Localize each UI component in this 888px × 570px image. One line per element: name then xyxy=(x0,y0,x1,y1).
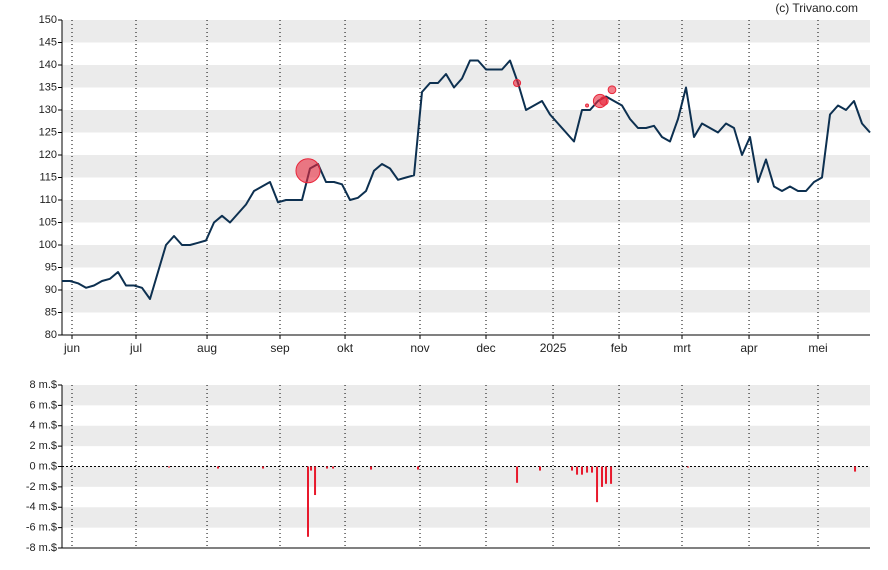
bar xyxy=(610,466,613,484)
bar xyxy=(591,466,593,473)
grid-band xyxy=(62,65,870,88)
y-tick-label: 4 m.$ xyxy=(29,420,57,432)
y-tick-label: 115 xyxy=(39,171,57,183)
watermark: (c) Trivano.com xyxy=(775,1,858,15)
grid-band xyxy=(62,20,870,43)
grid-band xyxy=(62,385,870,406)
y-tick-label: 90 xyxy=(45,284,57,296)
y-tick-label: 2 m.$ xyxy=(29,440,57,452)
bar xyxy=(314,466,317,496)
bar xyxy=(262,466,265,469)
bar xyxy=(586,466,589,473)
y-tick-label: 135 xyxy=(39,81,57,93)
bar xyxy=(571,466,573,471)
y-tick-label: 140 xyxy=(39,59,57,71)
x-tick-label: aug xyxy=(197,341,217,355)
bar xyxy=(576,466,579,475)
x-tick-label: mei xyxy=(808,341,827,355)
grid-band xyxy=(62,110,870,133)
bar xyxy=(516,466,519,483)
y-tick-label: 0 m.$ xyxy=(29,460,57,472)
x-tick-label: 2025 xyxy=(540,341,567,355)
grid-band xyxy=(62,290,870,313)
y-tick-label: 145 xyxy=(39,36,57,48)
grid-band xyxy=(62,507,870,528)
trade-bubble xyxy=(607,85,617,95)
x-tick-label: dec xyxy=(476,341,495,355)
bar xyxy=(307,466,309,537)
x-tick-label: okt xyxy=(337,341,354,355)
y-tick-label: -8 m.$ xyxy=(26,542,57,554)
y-tick-label: 150 xyxy=(39,14,57,26)
bar xyxy=(417,466,419,470)
y-tick-label: -4 m.$ xyxy=(26,501,57,513)
grid-band xyxy=(62,245,870,268)
x-tick-label: jun xyxy=(63,341,80,355)
y-tick-label: 120 xyxy=(39,149,57,161)
y-tick-label: 100 xyxy=(39,239,57,251)
x-tick-label: apr xyxy=(740,341,757,355)
price-line xyxy=(62,59,871,300)
grid-band xyxy=(62,155,870,178)
y-tick-label: -2 m.$ xyxy=(26,481,57,493)
y-tick-label: 105 xyxy=(39,216,57,228)
grid-band xyxy=(62,425,870,447)
y-tick-label: -6 m.$ xyxy=(26,522,57,534)
trade-bubble xyxy=(295,158,321,184)
bar xyxy=(601,466,603,487)
y-tick-label: 8 m.$ xyxy=(29,379,57,391)
bar xyxy=(596,466,599,503)
bar xyxy=(605,466,607,484)
trade-bubble xyxy=(585,103,590,108)
y-tick-label: 130 xyxy=(39,104,57,116)
bar xyxy=(854,466,857,472)
bar xyxy=(326,466,329,469)
bar xyxy=(539,466,541,471)
bar xyxy=(168,466,171,468)
y-tick-label: 85 xyxy=(45,306,57,318)
x-tick-label: mrt xyxy=(673,341,691,355)
grid-band xyxy=(62,466,870,487)
bar xyxy=(217,466,219,469)
x-tick-label: sep xyxy=(270,341,290,355)
y-tick-label: 80 xyxy=(45,329,57,341)
x-tick-label: nov xyxy=(410,341,429,355)
bar xyxy=(370,466,373,470)
y-tick-label: 125 xyxy=(39,126,57,138)
bar xyxy=(332,466,335,469)
y-tick-label: 95 xyxy=(45,261,57,273)
bar xyxy=(310,466,313,471)
trade-bubble xyxy=(512,78,522,88)
y-tick-label: 6 m.$ xyxy=(29,399,57,411)
bar xyxy=(687,466,689,468)
x-tick-label: feb xyxy=(611,341,628,355)
grid-band xyxy=(62,200,870,223)
trade-bubble xyxy=(599,96,609,106)
bar xyxy=(581,466,583,475)
x-tick-label: jul xyxy=(129,341,142,355)
y-tick-label: 110 xyxy=(39,194,57,206)
